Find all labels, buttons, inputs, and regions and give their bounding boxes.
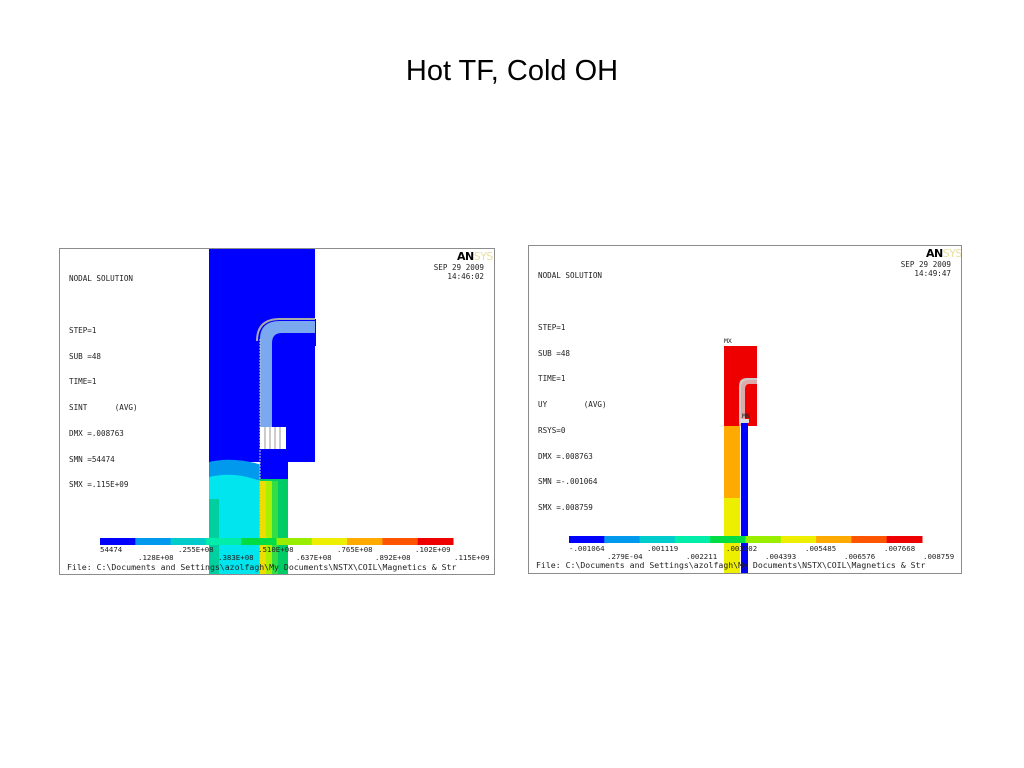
right-legend-label: .279E-04	[607, 552, 643, 561]
left-legend-label: .765E+08	[337, 545, 373, 554]
left-lower-strip-lime	[266, 481, 272, 574]
legend-swatch	[100, 538, 136, 545]
left-info-line: STEP=1	[69, 325, 97, 335]
right-info-line: NODAL SOLUTION	[538, 271, 603, 281]
right-legend-label: .001119	[647, 544, 679, 553]
right-info-line: TIME=1	[538, 374, 566, 384]
right-date: SEP 29 2009	[900, 260, 951, 269]
left-legend-bar	[100, 538, 454, 545]
left-datetime: SEP 29 2009 14:46:02	[434, 263, 484, 281]
legend-swatch	[311, 538, 348, 545]
right-plot-panel: NODAL SOLUTION STEP=1 SUB =48 TIME=1 UY …	[528, 245, 962, 574]
right-info-line: RSYS=0	[538, 425, 566, 435]
left-column-edge-green	[209, 499, 219, 574]
right-info-line: UY (AVG)	[538, 400, 607, 410]
right-legend-label: .006576	[844, 552, 876, 561]
legend-swatch	[851, 536, 888, 543]
right-legend-label: -.001064	[569, 544, 605, 553]
left-logo-tail: SYS	[473, 250, 494, 263]
right-time: 14:49:47	[914, 269, 951, 278]
left-legend-label: .892E+08	[375, 553, 411, 562]
legend-swatch	[347, 538, 383, 545]
right-info-line: SMX =.008759	[538, 503, 593, 513]
right-blue-column	[741, 421, 748, 573]
legend-swatch	[604, 536, 641, 543]
left-info-line: TIME=1	[69, 377, 97, 387]
right-ansys-logo: ANSYS	[926, 247, 962, 260]
right-legend-label: .002211	[686, 552, 718, 561]
right-datetime: SEP 29 2009 14:49:47	[901, 260, 951, 278]
left-coil-bend	[260, 321, 315, 427]
legend-swatch	[205, 538, 242, 545]
legend-swatch	[816, 536, 852, 543]
left-time: 14:46:02	[447, 272, 484, 281]
left-info-line: SUB =48	[69, 351, 102, 361]
left-legend-label: .383E+08	[218, 553, 254, 562]
right-contour-figure	[569, 346, 923, 573]
legend-swatch	[886, 536, 923, 543]
legend-swatch	[276, 538, 313, 545]
left-date: SEP 29 2009	[433, 263, 484, 272]
right-legend-label: .005485	[805, 544, 837, 553]
right-legend-label: .007668	[884, 544, 916, 553]
left-legend-label: .115E+09	[454, 553, 490, 562]
left-legend-label: .128E+08	[138, 553, 174, 562]
right-info-block: NODAL SOLUTION STEP=1 SUB =48 TIME=1 UY …	[538, 255, 607, 530]
legend-swatch	[569, 536, 605, 543]
legend-swatch	[745, 536, 782, 543]
right-logo-text: AN	[926, 247, 943, 260]
left-legend-label: 54474	[100, 545, 123, 554]
right-file-path: File: C:\Documents and Settings\azolfagh…	[536, 560, 926, 570]
legend-swatch	[417, 538, 454, 545]
left-info-line	[69, 301, 138, 310]
left-column-band-cyan	[209, 474, 260, 574]
left-legend-label: .102E+09	[415, 545, 451, 554]
right-info-line: STEP=1	[538, 322, 566, 332]
left-info-line: SMX =.115E+09	[69, 480, 129, 490]
right-legend-label: .008759	[923, 552, 955, 561]
right-mn-tag: MN	[742, 412, 750, 420]
right-info-line: SUB =48	[538, 348, 571, 358]
left-info-line: DMX =.008763	[69, 428, 124, 438]
right-info-line	[538, 298, 607, 307]
left-info-block: NODAL SOLUTION STEP=1 SUB =48 TIME=1 SIN…	[69, 258, 138, 507]
right-yellow-band	[724, 498, 740, 573]
right-coil-bend	[739, 378, 757, 426]
legend-swatch	[639, 536, 676, 543]
right-info-line: SMN =-.001064	[538, 477, 598, 487]
legend-swatch	[170, 538, 207, 545]
slide-title: Hot TF, Cold OH	[405, 55, 619, 87]
left-lower-strip-green	[272, 481, 278, 574]
right-legend-label: .003302	[726, 544, 758, 553]
right-legend-bar	[569, 536, 923, 543]
left-info-line: NODAL SOLUTION	[69, 274, 134, 284]
right-mx-tag: MX	[724, 337, 732, 345]
left-plot-panel: NODAL SOLUTION STEP=1 SUB =48 TIME=1 SIN…	[59, 248, 495, 575]
legend-swatch	[382, 538, 419, 545]
left-legend-label: .510E+08	[258, 545, 294, 554]
right-info-line: DMX =.008763	[538, 451, 593, 461]
left-legend-label: .255E+08	[178, 545, 214, 554]
left-inner-block-middle	[260, 449, 288, 479]
left-ansys-logo: ANSYS	[457, 250, 493, 263]
left-logo-text: AN	[457, 250, 474, 263]
left-file-path: File: C:\Documents and Settings\azolfagh…	[67, 562, 457, 572]
left-lower-strip-yellow	[260, 481, 266, 574]
left-info-line: SMN =54474	[69, 454, 115, 464]
legend-swatch	[241, 538, 277, 545]
left-contour-figure	[100, 249, 454, 574]
left-legend-label: .637E+08	[296, 553, 332, 562]
left-info-line: SINT (AVG)	[69, 403, 138, 413]
right-legend-label: .004393	[765, 552, 797, 561]
right-logo-tail: SYS	[942, 247, 962, 260]
legend-swatch	[780, 536, 817, 543]
legend-swatch	[710, 536, 746, 543]
right-orange-band	[724, 426, 740, 498]
left-gap	[260, 427, 286, 449]
legend-swatch	[674, 536, 711, 543]
legend-swatch	[135, 538, 172, 545]
